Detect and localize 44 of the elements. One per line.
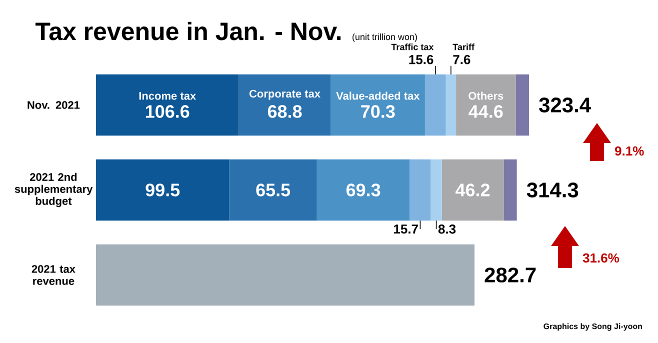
- data-label: 44.6: [468, 105, 503, 118]
- total-label: 323.4: [539, 98, 591, 112]
- bar: [430, 159, 442, 221]
- bar: [446, 74, 456, 136]
- text: 9.1%: [614, 146, 644, 156]
- data-label: 15.6: [409, 54, 434, 64]
- y-tick-label: Nov. 2021: [28, 101, 80, 109]
- series-label: Others: [468, 92, 504, 100]
- bar: [410, 159, 431, 221]
- text: 31.6%: [582, 253, 620, 263]
- data-label: 106.6: [146, 105, 190, 118]
- text: (unit trillion won): [352, 33, 417, 42]
- data-label: 68.8: [268, 105, 302, 118]
- total-label: 314.3: [526, 182, 578, 198]
- series-label: Corporate tax: [249, 90, 320, 100]
- data-label: 46.2: [456, 184, 490, 196]
- data-label: 70.3: [361, 105, 395, 118]
- data-label: 15.7: [394, 224, 418, 234]
- series-label: Value-added tax: [336, 92, 420, 100]
- y-tick-label: 2021 2nd supplementary budget: [14, 172, 93, 208]
- bar: [229, 159, 317, 221]
- data-label: 69.3: [346, 184, 380, 196]
- bar: [96, 74, 239, 136]
- text: Graphics by Song Ji-yoon: [544, 323, 642, 331]
- bar: [442, 159, 504, 221]
- data-label: 7.6: [453, 54, 470, 64]
- text: Traffic tax: [391, 44, 434, 50]
- text: Tariff: [452, 44, 474, 50]
- total-label: 282.7: [484, 268, 536, 282]
- data-label: 65.5: [256, 184, 290, 196]
- chart-title: Tax revenue in Jan. - Nov.: [35, 22, 341, 40]
- bar: [96, 159, 230, 221]
- bar: [316, 159, 410, 221]
- y-tick-label: 2021 tax revenue: [32, 265, 76, 285]
- bar: [504, 159, 517, 221]
- bar: [456, 74, 516, 136]
- bar: [96, 244, 475, 306]
- bar: [330, 74, 425, 136]
- bar: [238, 74, 331, 136]
- bar: [424, 74, 446, 136]
- series-label: Income tax: [139, 92, 196, 100]
- bar: [516, 74, 530, 136]
- data-label: 8.3: [438, 224, 456, 234]
- data-label: 99.5: [146, 184, 180, 196]
